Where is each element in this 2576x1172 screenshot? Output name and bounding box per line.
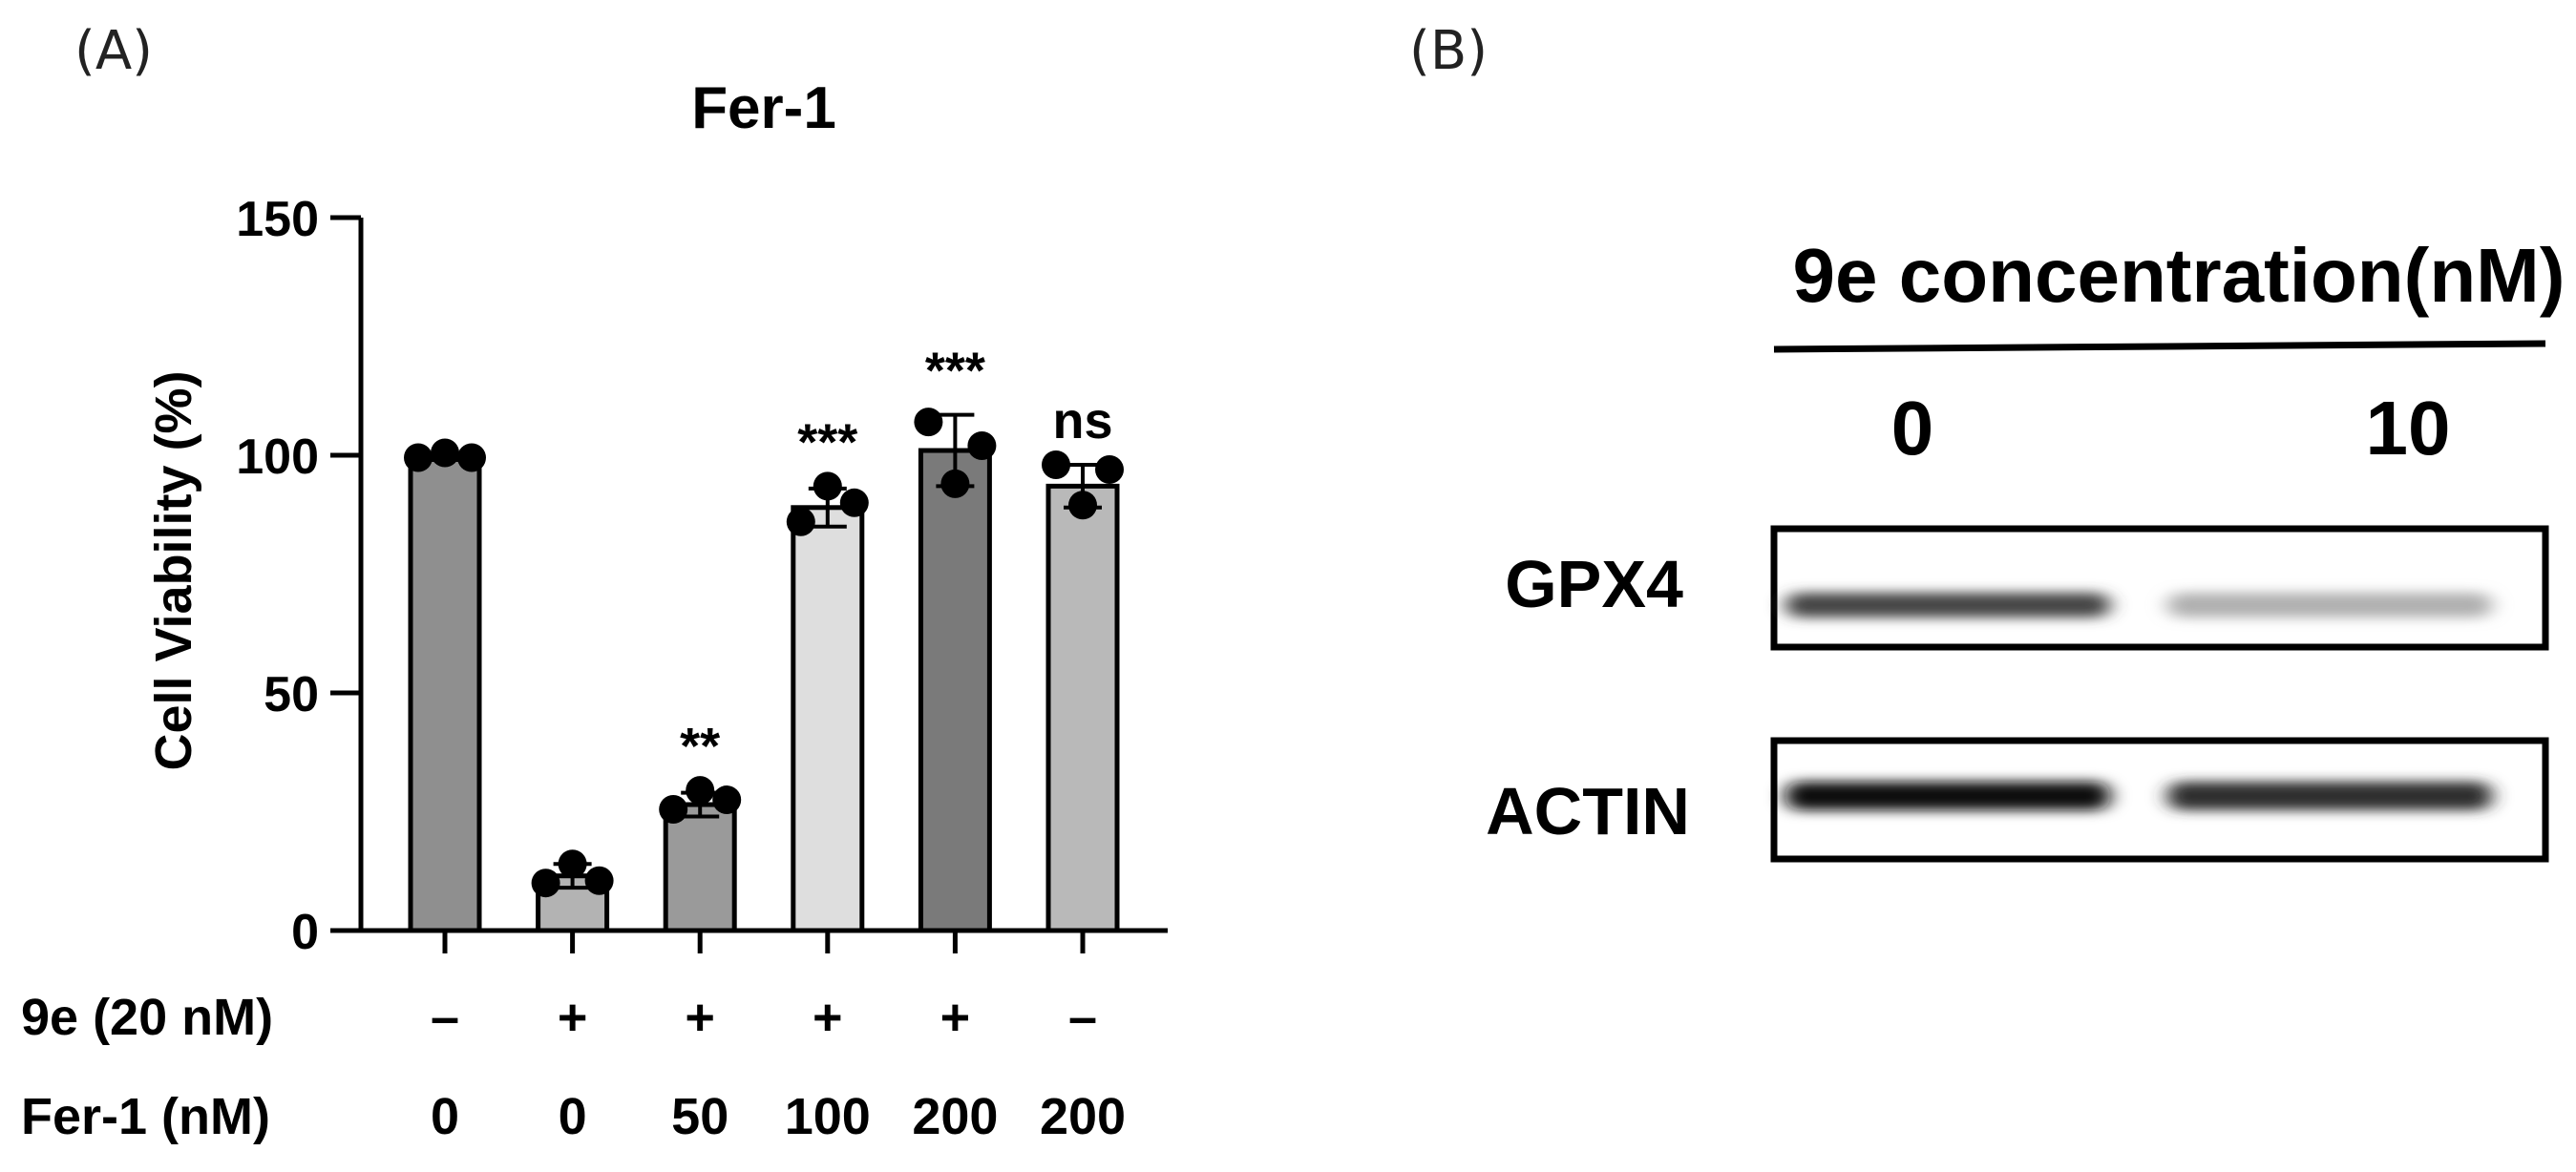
blot-gpx4 [1770,525,2549,651]
condition-value: + [685,989,715,1046]
data-point [712,785,742,815]
condition-value: 50 [671,1088,728,1145]
y-tick-label: 0 [291,905,319,960]
y-tick-label: 50 [264,667,319,722]
data-point [457,443,486,472]
band-gpx4-lane-2 [2167,593,2492,617]
data-point [1042,450,1070,479]
significance-labels: ********ns [680,343,1112,775]
blot-label-gpx4: GPX4 [1505,547,1683,621]
condition-value: – [1068,989,1097,1046]
panel-b: (B) 9e concentration(nM) 0 10 GPX4 ACTIN [1409,20,2565,863]
chart-title: Fer-1 [691,75,836,141]
data-point [786,507,815,536]
lane-label-10: 10 [2366,386,2451,471]
y-tick-label: 150 [236,192,319,247]
data-point [813,471,842,501]
gpx4-bands [1785,593,2492,617]
significance-label-5: *** [925,343,985,400]
panel-a: (A) Fer-1 Cell Viability (%) ********ns … [21,20,1168,1145]
data-point [1068,491,1097,520]
condition-value: + [813,989,843,1046]
bar-3 [663,802,737,933]
condition-value: 100 [785,1088,871,1145]
bar-5 [918,448,992,933]
bar-1 [408,454,482,933]
condition-value: 200 [1040,1088,1126,1145]
band-gpx4-lane-1 [1785,593,2110,617]
x-ticks [442,931,1086,953]
condition-row-label: Fer-1 (nM) [21,1088,270,1145]
blot-header-underline [1773,340,2546,353]
data-point [404,443,433,472]
blot-header: 9e concentration(nM) [1793,233,2565,318]
blot-actin [1770,737,2549,863]
data-points [404,408,1124,898]
data-point [914,408,943,437]
condition-value: 0 [431,1088,459,1145]
y-ticks: 0 50 100 150 [236,192,361,960]
significance-label-6: ns [1052,392,1112,450]
data-point [839,488,869,517]
lane-label-0: 0 [1891,386,1934,471]
y-tick-label: 100 [236,429,319,485]
data-point [584,866,614,895]
data-point [531,869,560,898]
data-point [1095,454,1124,484]
panel-b-label: (B) [1409,20,1488,82]
band-actin-lane-1 [1785,782,2110,810]
bar-6 [1045,483,1120,933]
condition-value: + [558,989,588,1046]
axes [358,218,1168,933]
data-point [940,469,970,498]
data-point [431,438,459,468]
data-point [686,776,715,806]
condition-value: + [940,989,971,1046]
bars [408,448,1120,933]
blot-gpx4-frame [1770,525,2549,651]
error-bars [424,412,1104,890]
actin-bands [1785,782,2492,810]
blot-label-actin: ACTIN [1486,774,1690,848]
band-actin-lane-2 [2167,782,2492,810]
data-point [659,795,688,825]
significance-label-4: *** [797,413,857,471]
data-point [558,849,587,879]
y-axis-label: Cell Viability (%) [145,370,202,770]
panel-a-label: (A) [74,20,153,82]
condition-value: 200 [912,1088,998,1145]
data-point [967,431,997,461]
condition-value: 0 [559,1088,587,1145]
condition-row-label: 9e (20 nM) [21,989,273,1046]
bar-4 [791,505,865,933]
condition-rows: 9e (20 nM) – + + + + – Fer-1 (nM) 0 0 50 100 200 200 [21,989,1126,1145]
significance-label-3: ** [680,718,720,775]
condition-value: – [431,989,459,1046]
